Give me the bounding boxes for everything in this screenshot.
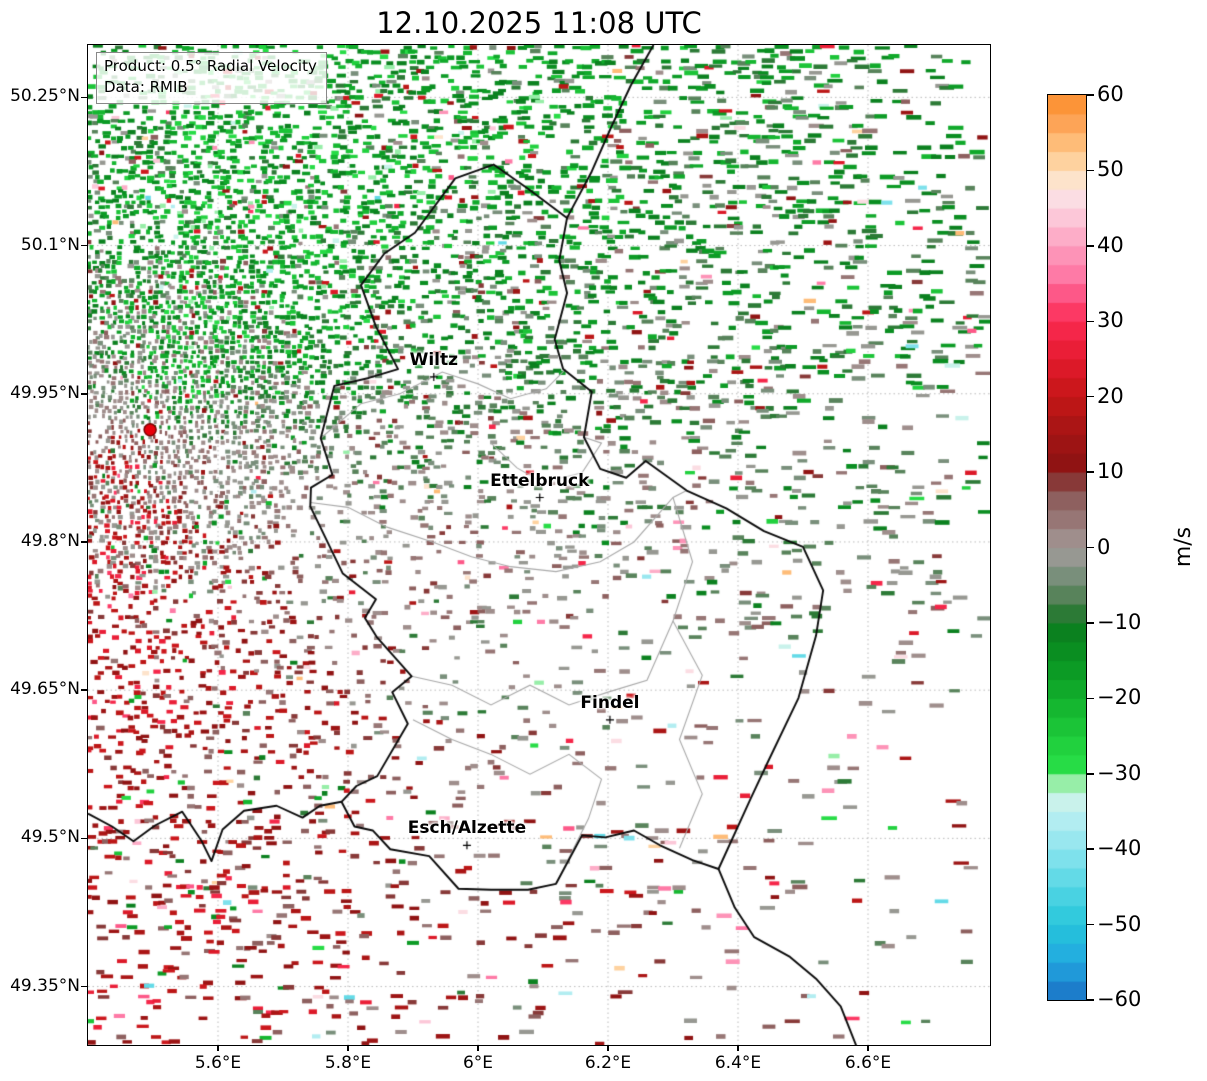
product-label: Product: 0.5° Radial Velocity <box>104 57 317 75</box>
colorbar-tick-mark <box>1087 999 1094 1001</box>
colorbar-tick-label: −30 <box>1097 760 1142 785</box>
colorbar-tick-mark <box>1087 245 1094 247</box>
colorbar-tick-label: 60 <box>1097 82 1124 106</box>
y-tick-mark <box>81 541 87 543</box>
colorbar-tick-label: 50 <box>1097 157 1124 182</box>
x-tick-label: 5.8°E <box>324 1053 372 1073</box>
colorbar-tick-label: 40 <box>1097 232 1124 257</box>
colorbar-canvas <box>1048 95 1086 1000</box>
x-tick-label: 6°E <box>462 1053 494 1073</box>
colorbar-tick-mark <box>1087 773 1094 775</box>
colorbar-tick-mark <box>1087 848 1094 850</box>
y-tick-mark <box>81 393 87 395</box>
x-tick-mark <box>867 1045 869 1051</box>
y-tick-mark <box>81 985 87 988</box>
colorbar-tick-mark <box>1087 546 1094 549</box>
colorbar-tick-label: −60 <box>1097 987 1142 1011</box>
y-tick-mark <box>81 96 87 99</box>
colorbar-tick-label: −50 <box>1097 911 1142 936</box>
y-tick-label: 49.8°N <box>20 530 80 551</box>
y-tick-label: 50.1°N <box>20 234 80 255</box>
colorbar-tick-mark <box>1087 94 1094 96</box>
y-tick-mark <box>81 244 87 247</box>
x-tick-mark <box>607 1045 609 1051</box>
colorbar-tick-mark <box>1087 622 1094 624</box>
x-tick-mark <box>477 1045 479 1051</box>
city-label: Ettelbruck <box>490 470 590 491</box>
x-tick-mark <box>347 1045 349 1051</box>
colorbar-tick-label: −20 <box>1097 685 1142 710</box>
colorbar-tick-mark <box>1087 923 1094 926</box>
colorbar <box>1047 94 1087 1001</box>
colorbar-tick-mark <box>1087 169 1094 172</box>
y-tick-label: 50.25°N <box>10 86 80 107</box>
figure-title: 12.10.2025 11:08 UTC <box>376 6 702 40</box>
x-tick-label: 6.2°E <box>584 1053 632 1073</box>
x-tick-mark <box>217 1045 219 1051</box>
map-plot-area: Product: 0.5° Radial Velocity Data: RMIB <box>87 44 991 1046</box>
radar-map-canvas <box>88 45 990 1045</box>
x-tick-label: 6.6°E <box>844 1053 892 1073</box>
x-tick-mark <box>737 1045 739 1051</box>
y-tick-mark <box>81 689 87 691</box>
y-tick-label: 49.95°N <box>10 382 80 403</box>
y-tick-label: 49.35°N <box>10 975 80 996</box>
x-tick-label: 6.4°E <box>714 1053 762 1073</box>
colorbar-tick-mark <box>1087 320 1094 322</box>
colorbar-tick-label: 10 <box>1097 459 1124 484</box>
colorbar-tick-mark <box>1087 395 1094 398</box>
colorbar-unit-label: m/s <box>1171 526 1196 568</box>
city-label: Findel <box>580 692 640 713</box>
colorbar-tick-label: −10 <box>1097 609 1142 634</box>
colorbar-tick-label: 0 <box>1097 534 1111 559</box>
city-label: Esch/Alzette <box>407 818 527 839</box>
colorbar-tick-mark <box>1087 471 1094 473</box>
city-label: Wiltz <box>409 349 459 370</box>
colorbar-tick-mark <box>1087 697 1094 700</box>
x-tick-label: 5.6°E <box>194 1053 242 1073</box>
data-source-label: Data: RMIB <box>104 78 188 97</box>
colorbar-tick-label: −40 <box>1097 836 1142 861</box>
product-annotation-box: Product: 0.5° Radial Velocity Data: RMIB <box>96 52 327 104</box>
y-tick-label: 49.65°N <box>10 679 80 700</box>
colorbar-tick-label: 20 <box>1097 383 1124 408</box>
colorbar-tick-label: 30 <box>1097 308 1124 333</box>
y-tick-mark <box>81 837 87 840</box>
y-tick-label: 49.5°N <box>20 827 80 848</box>
